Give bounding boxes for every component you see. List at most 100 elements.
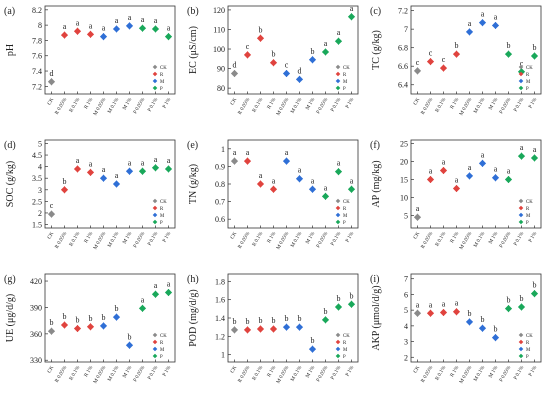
- significance-letter: b: [115, 304, 119, 313]
- y-tick-label: 3.5: [32, 174, 42, 183]
- x-tick-label: P 0.1%: [513, 364, 526, 380]
- legend-label: CK: [160, 200, 167, 205]
- significance-letter: a: [442, 158, 446, 167]
- y-tick-label: 3: [38, 186, 42, 195]
- significance-letter: a: [76, 156, 80, 165]
- significance-letter: d: [50, 69, 54, 78]
- data-point: [426, 309, 435, 317]
- data-point: [47, 210, 56, 218]
- data-point: [60, 31, 69, 39]
- legend-label: R: [526, 207, 530, 212]
- data-point: [138, 24, 147, 32]
- significance-letter: c: [429, 49, 433, 58]
- significance-letter: a: [167, 156, 171, 165]
- legend-marker: [518, 85, 524, 91]
- significance-letter: b: [481, 315, 485, 324]
- significance-letter: b: [311, 336, 315, 345]
- data-point: [347, 300, 356, 308]
- data-point: [295, 323, 304, 331]
- data-point: [86, 30, 95, 38]
- significance-letter: a: [468, 19, 472, 28]
- plot-frame: [410, 273, 542, 363]
- x-tick-label: M 0.05%: [92, 364, 107, 384]
- x-tick-label: P 0.05%: [315, 230, 329, 249]
- y-tick-label: 7.8: [32, 36, 42, 45]
- panel-label: (e): [187, 140, 198, 151]
- legend-marker: [152, 205, 158, 211]
- y-tick-label: 360: [30, 330, 42, 339]
- legend-label: R: [526, 73, 530, 78]
- x-tick-label: M 0.1%: [290, 364, 304, 382]
- significance-letter: b: [76, 316, 80, 325]
- significance-letter: b: [272, 316, 276, 325]
- x-tick-label: CK: [412, 97, 421, 106]
- x-tick-label: M 0.05%: [275, 364, 290, 384]
- y-tick-label: 4: [404, 322, 408, 331]
- legend-label: M: [526, 80, 531, 85]
- significance-letter: a: [63, 22, 67, 31]
- x-tick-label: M 0.05%: [458, 96, 473, 116]
- legend-marker: [335, 339, 341, 345]
- x-tick-label: CK: [229, 97, 238, 106]
- legend-label: P: [343, 355, 346, 360]
- x-tick-label: M 1%: [122, 364, 134, 379]
- significance-letter: a: [115, 16, 119, 25]
- legend-marker: [518, 353, 524, 359]
- significance-letter: b: [128, 332, 132, 341]
- data-point: [334, 303, 343, 311]
- data-point: [86, 168, 95, 177]
- significance-letter: a: [481, 10, 485, 19]
- y-tick-label: 1.8: [215, 277, 225, 286]
- x-tick-label: R 0.1%: [434, 230, 447, 247]
- significance-letter: a: [311, 176, 315, 185]
- legend-marker: [152, 78, 158, 84]
- significance-letter: a: [494, 165, 498, 174]
- legend-marker: [152, 353, 158, 359]
- y-tick-label: 6.6: [398, 62, 408, 71]
- data-point: [491, 21, 500, 30]
- significance-letter: a: [455, 175, 459, 184]
- data-point: [347, 13, 356, 21]
- significance-letter: a: [324, 183, 328, 192]
- x-tick-label: CK: [46, 365, 55, 374]
- legend-marker: [152, 219, 158, 225]
- y-tick-label: 1.2: [215, 332, 225, 341]
- legend-label: M: [343, 214, 348, 219]
- x-tick-label: M 0.1%: [107, 230, 121, 248]
- data-point: [151, 25, 160, 33]
- y-axis-label: POD (mg/d/g): [188, 289, 199, 347]
- significance-letter: b: [455, 41, 459, 50]
- x-tick-label: R 0.05%: [420, 364, 435, 383]
- legend-label: CK: [526, 334, 533, 339]
- x-tick-label: R 1%: [266, 364, 277, 378]
- data-point: [60, 321, 69, 329]
- data-point: [73, 27, 82, 35]
- y-tick-label: 5: [404, 211, 408, 220]
- significance-letter: a: [89, 159, 93, 168]
- x-tick-label: R 0.05%: [237, 364, 252, 383]
- legend-marker: [518, 339, 524, 345]
- y-axis-label: SOC (g/kg): [5, 161, 16, 207]
- x-tick-label: M 0.05%: [458, 364, 473, 384]
- legend-label: CK: [526, 66, 533, 71]
- plot-frame: [44, 139, 176, 229]
- significance-letter: a: [429, 167, 433, 176]
- significance-letter: c: [442, 55, 446, 64]
- y-tick-label: 7: [404, 25, 408, 34]
- y-tick-label: 7.4: [32, 67, 42, 76]
- legend-label: CK: [160, 334, 167, 339]
- x-tick-label: R 0.1%: [251, 230, 264, 247]
- significance-letter: a: [154, 281, 158, 290]
- data-point: [308, 56, 317, 64]
- y-tick-label: 1.5: [32, 221, 42, 230]
- data-point: [413, 213, 422, 221]
- data-point: [530, 154, 539, 162]
- x-tick-label: P 1%: [345, 230, 356, 243]
- data-point: [47, 327, 56, 335]
- significance-letter: b: [468, 309, 472, 318]
- data-point: [73, 165, 82, 173]
- data-point: [413, 309, 422, 317]
- significance-letter: a: [429, 300, 433, 309]
